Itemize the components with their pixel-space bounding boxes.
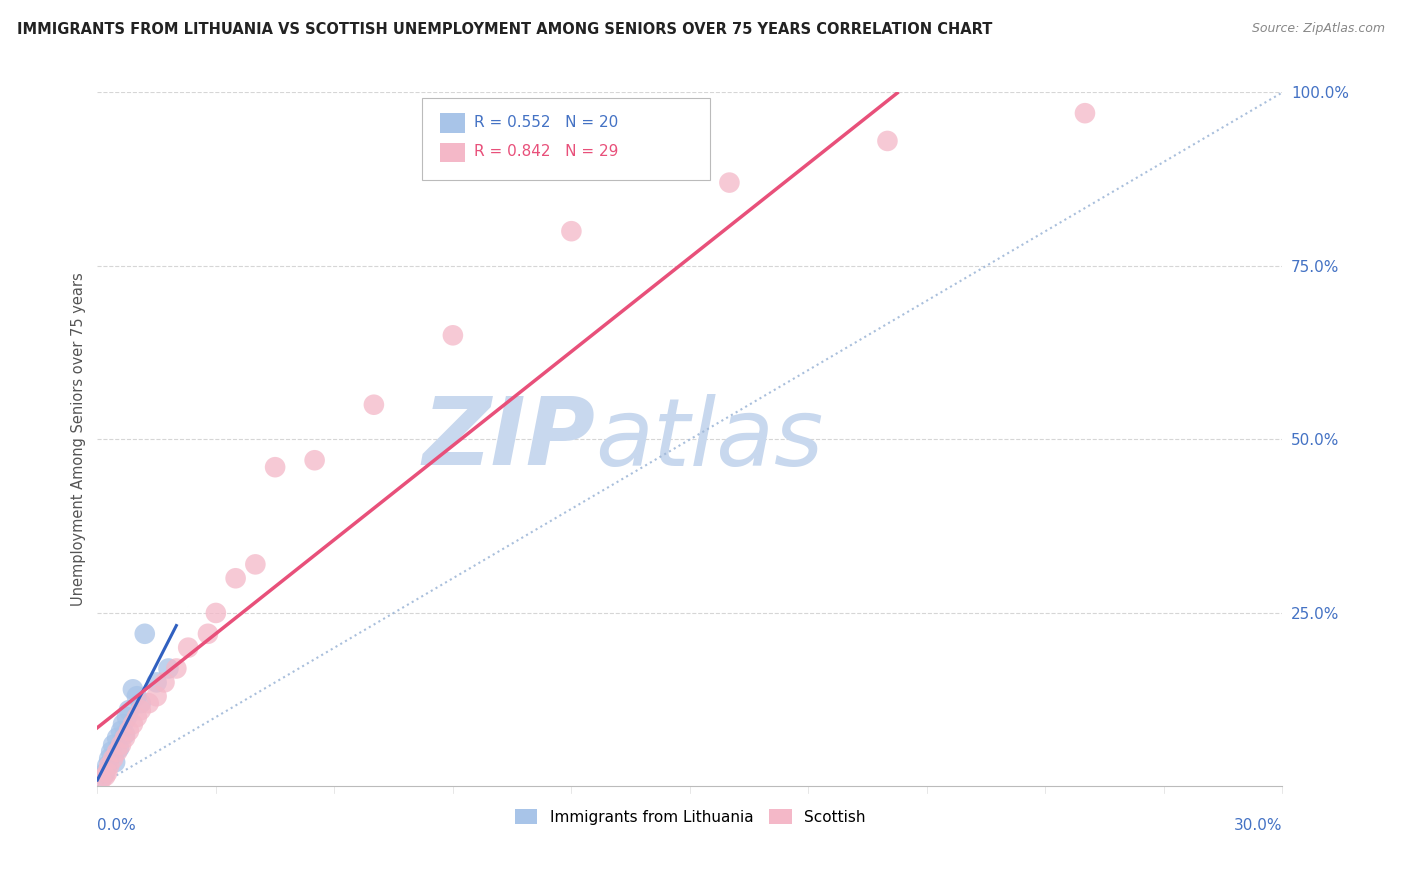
Point: [90, 772, 112, 787]
Point: [165, 661, 187, 675]
Point: [1074, 106, 1097, 120]
Text: ZIP: ZIP: [422, 393, 595, 485]
Point: [108, 741, 131, 756]
Point: [129, 703, 152, 717]
Point: [153, 675, 176, 690]
Point: [98, 758, 121, 772]
Point: [96, 765, 118, 780]
Point: [96, 758, 118, 772]
Point: [129, 696, 152, 710]
Point: [101, 738, 124, 752]
Point: [177, 640, 200, 655]
Point: [114, 731, 136, 745]
Text: R = 0.842   N = 29: R = 0.842 N = 29: [474, 145, 619, 159]
Point: [441, 328, 464, 343]
Text: atlas: atlas: [595, 394, 824, 485]
Point: [560, 224, 582, 238]
Point: [145, 690, 167, 704]
Text: IMMIGRANTS FROM LITHUANIA VS SCOTTISH UNEMPLOYMENT AMONG SENIORS OVER 75 YEARS C: IMMIGRANTS FROM LITHUANIA VS SCOTTISH UN…: [17, 22, 993, 37]
Point: [118, 703, 141, 717]
Point: [114, 727, 136, 741]
Point: [118, 723, 141, 738]
Point: [718, 176, 741, 190]
Point: [125, 690, 148, 704]
Point: [91, 769, 114, 783]
Text: 30.0%: 30.0%: [1234, 818, 1282, 833]
Point: [122, 682, 145, 697]
Point: [101, 752, 124, 766]
Point: [100, 745, 122, 759]
Point: [876, 134, 898, 148]
Point: [94, 769, 117, 783]
Text: R = 0.552   N = 20: R = 0.552 N = 20: [474, 115, 619, 129]
Point: [145, 675, 167, 690]
Point: [205, 606, 228, 620]
Point: [138, 696, 160, 710]
Y-axis label: Unemployment Among Seniors over 75 years: Unemployment Among Seniors over 75 years: [72, 273, 86, 607]
Point: [304, 453, 326, 467]
Point: [115, 710, 138, 724]
Text: 0.0%: 0.0%: [97, 818, 136, 833]
Point: [264, 460, 287, 475]
Point: [94, 765, 117, 780]
Point: [105, 745, 128, 759]
Point: [125, 710, 148, 724]
Text: Source: ZipAtlas.com: Source: ZipAtlas.com: [1251, 22, 1385, 36]
Point: [225, 571, 247, 585]
Point: [110, 723, 132, 738]
Point: [98, 752, 121, 766]
Point: [134, 627, 156, 641]
Legend: Immigrants from Lithuania, Scottish: Immigrants from Lithuania, Scottish: [509, 803, 872, 831]
Point: [197, 627, 219, 641]
Point: [105, 731, 128, 745]
Point: [245, 558, 267, 572]
Point: [157, 661, 180, 675]
Point: [110, 738, 132, 752]
Point: [122, 717, 145, 731]
Point: [363, 398, 385, 412]
Point: [112, 717, 135, 731]
Point: [104, 755, 127, 769]
